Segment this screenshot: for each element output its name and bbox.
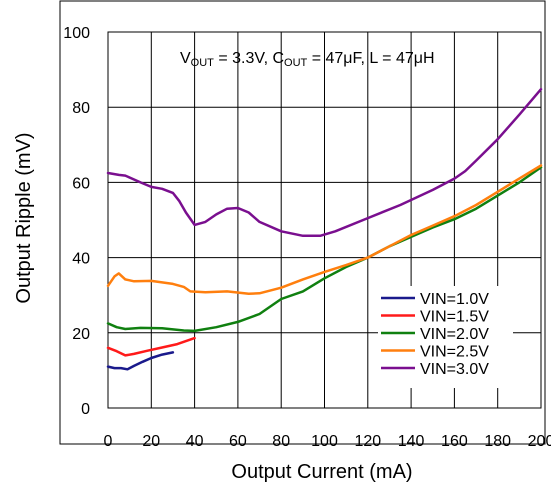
annotation-subscript: OUT bbox=[191, 57, 215, 69]
legend-label: VIN=2.0V bbox=[420, 326, 489, 343]
series-line bbox=[106, 336, 196, 357]
legend-label: VIN=1.0V bbox=[420, 291, 489, 308]
legend-label: VIN=3.0V bbox=[420, 361, 489, 378]
series-line bbox=[106, 351, 175, 371]
x-axis-title: Output Current (mA) bbox=[231, 461, 412, 483]
annotation-text: = 47μF, L = 47μH bbox=[307, 50, 434, 67]
chart-annotation: VOUT = 3.3V, COUT = 47μF, L = 47μH bbox=[180, 50, 435, 69]
x-tick-label: 160 bbox=[441, 433, 468, 450]
annotation-text: V bbox=[180, 50, 191, 67]
y-tick-label: 0 bbox=[81, 401, 90, 418]
legend-background bbox=[378, 286, 513, 388]
series-line bbox=[106, 164, 543, 295]
y-tick-label: 80 bbox=[72, 100, 90, 117]
plot-frame bbox=[59, 0, 546, 445]
x-tick-label: 120 bbox=[354, 433, 381, 450]
tick-labels: 0 20 40 60 80 100 120 140 160 180 200 0 20 40 60 80 100 bbox=[63, 25, 551, 450]
annotation-subscript: OUT bbox=[284, 57, 308, 69]
x-tick-label: 100 bbox=[311, 433, 338, 450]
x-tick-label: 80 bbox=[272, 433, 290, 450]
series-line bbox=[106, 87, 543, 238]
x-tick-label: 180 bbox=[484, 433, 511, 450]
y-tick-label: 60 bbox=[72, 175, 90, 192]
y-tick-label: 40 bbox=[72, 251, 90, 268]
series-group bbox=[106, 87, 543, 371]
x-tick-label: 0 bbox=[104, 433, 113, 450]
legend-label: VIN=2.5V bbox=[420, 344, 489, 361]
x-tick-label: 60 bbox=[229, 433, 247, 450]
annotation-text: = 3.3V, C bbox=[214, 50, 284, 67]
y-tick-label: 100 bbox=[63, 25, 90, 42]
x-tick-label: 200 bbox=[528, 433, 551, 450]
y-axis-title: Output Ripple (mV) bbox=[13, 132, 35, 303]
x-tick-label: 20 bbox=[142, 433, 160, 450]
series-line bbox=[106, 166, 543, 333]
x-tick-label: 140 bbox=[398, 433, 425, 450]
y-tick-label: 20 bbox=[72, 326, 90, 343]
legend-label: VIN=1.5V bbox=[420, 309, 489, 326]
x-tick-label: 40 bbox=[186, 433, 204, 450]
